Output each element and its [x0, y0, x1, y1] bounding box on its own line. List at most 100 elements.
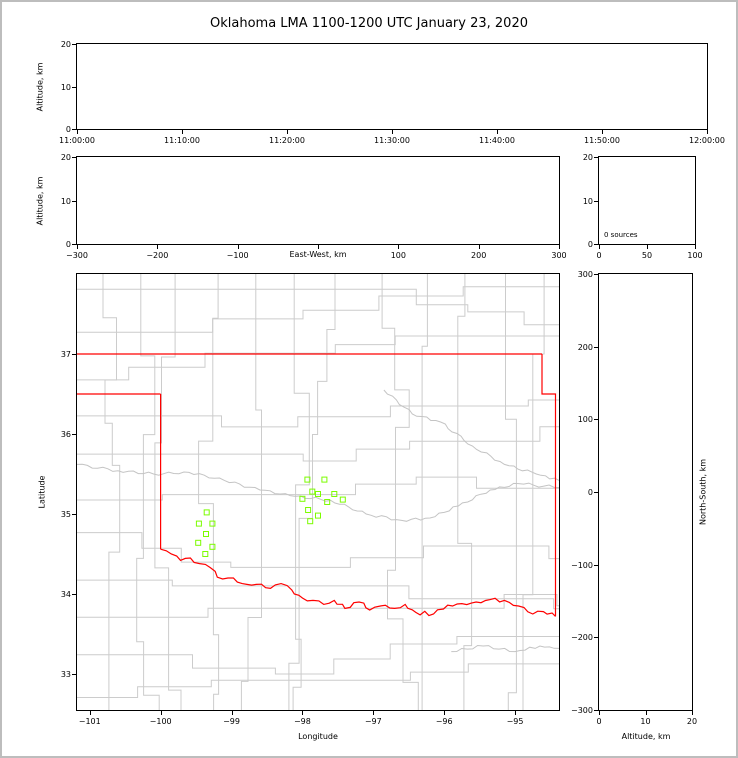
river-line	[383, 389, 559, 481]
county-boundary-line	[77, 288, 559, 326]
tick-label: 11:00:00	[59, 136, 95, 145]
tick-mark	[157, 245, 159, 249]
tick-label: −200	[571, 633, 593, 643]
tick-mark	[72, 244, 76, 245]
tick-mark	[77, 130, 78, 134]
east-west-plot-area	[77, 157, 559, 244]
tick-mark	[594, 346, 598, 348]
tick-label: −100	[571, 560, 593, 570]
tick-mark	[594, 637, 598, 639]
county-boundary-line	[505, 274, 517, 710]
tick-label: 200	[577, 342, 593, 352]
tick-label: 35	[60, 510, 71, 519]
tick-label: −98	[293, 717, 311, 726]
lma-station-marker	[315, 491, 321, 497]
plan-view-map-panel	[76, 273, 560, 711]
tick-mark	[594, 200, 598, 202]
tick-mark	[182, 130, 183, 134]
tick-mark	[594, 157, 598, 158]
north-south-height-panel	[598, 273, 693, 711]
tick-label: −99	[223, 717, 240, 726]
map-plot-area	[77, 274, 559, 710]
county-boundary-line	[292, 274, 310, 710]
tick-mark	[72, 354, 76, 355]
tick-label: −100	[149, 717, 172, 726]
tick-mark	[594, 244, 598, 245]
tick-mark	[77, 245, 78, 249]
tick-mark	[594, 492, 598, 493]
tick-label: 20	[582, 153, 593, 162]
river-line	[451, 644, 559, 653]
tick-mark	[72, 594, 76, 595]
county-boundary-line	[522, 274, 545, 710]
county-boundary-line	[77, 594, 559, 618]
lma-station-marker	[203, 531, 209, 537]
tick-mark	[72, 86, 76, 88]
lma-station-marker	[315, 512, 321, 519]
tick-label: 11:50:00	[584, 136, 620, 145]
tick-label: 100	[687, 251, 703, 260]
tick-mark	[692, 711, 693, 715]
tick-label: −200	[146, 251, 169, 260]
tick-mark	[497, 130, 498, 134]
lma-station-marker	[307, 518, 314, 525]
tick-label: 300	[577, 270, 593, 279]
tick-label: 11:40:00	[479, 136, 515, 145]
tick-mark	[72, 44, 76, 45]
tick-label: 12:00:00	[689, 136, 725, 145]
tick-label: 34	[60, 590, 71, 599]
county-boundary-line	[457, 274, 473, 710]
county-boundary-line	[77, 476, 559, 501]
tick-label: 20	[60, 40, 71, 49]
tick-mark	[594, 710, 598, 711]
county-boundary-line	[421, 274, 428, 710]
tick-label: −100	[226, 251, 249, 260]
tick-label: −101	[78, 717, 101, 726]
tick-mark	[72, 129, 76, 130]
lma-station-marker	[203, 509, 210, 516]
tick-label: 0	[596, 717, 602, 726]
tick-label: 200	[471, 251, 487, 260]
county-boundary-line	[136, 274, 160, 710]
axis-label-latitude: Latitude	[37, 475, 47, 509]
sources-count-label: 0 sources	[604, 231, 638, 239]
lma-station-marker	[299, 495, 306, 502]
county-boundary-line	[77, 636, 559, 675]
tick-label: 11:20:00	[269, 136, 305, 145]
tick-mark	[237, 245, 239, 249]
axis-label-altitude-ns: Altitude, km	[621, 732, 671, 741]
axis-label-north-south: North-South, km	[698, 458, 708, 526]
county-boundary-line	[77, 663, 559, 698]
lma-station-marker	[331, 491, 338, 497]
time-height-panel	[76, 43, 708, 130]
tick-mark	[89, 711, 91, 715]
county-boundary-line	[240, 274, 262, 710]
tick-label: −97	[364, 717, 382, 726]
tick-label: −300	[66, 251, 88, 260]
time-height-plot-area	[77, 44, 707, 129]
lma-station-marker	[209, 543, 216, 550]
tick-mark	[478, 245, 480, 249]
tick-label: 10	[582, 196, 593, 206]
tick-label: 36	[60, 430, 71, 439]
tick-mark	[72, 157, 76, 158]
county-boundary-line	[77, 399, 559, 428]
tick-mark	[72, 434, 76, 435]
county-boundary-line	[198, 274, 220, 710]
lma-station-marker	[195, 520, 202, 527]
tick-mark	[599, 711, 600, 715]
east-west-height-panel	[76, 156, 560, 245]
north-south-plot-area	[599, 274, 692, 710]
county-boundary-line	[77, 532, 559, 568]
tick-label: −96	[435, 717, 453, 726]
tick-mark	[707, 130, 708, 134]
tick-label: 0	[65, 125, 71, 134]
tick-label: 0	[596, 251, 602, 260]
tick-mark	[444, 711, 446, 715]
lma-station-marker	[202, 551, 209, 557]
tick-label: −300	[571, 706, 593, 715]
state-border-red-river	[160, 548, 556, 617]
county-boundary-line	[381, 274, 419, 710]
tick-mark	[318, 245, 319, 249]
tick-mark	[287, 130, 288, 134]
